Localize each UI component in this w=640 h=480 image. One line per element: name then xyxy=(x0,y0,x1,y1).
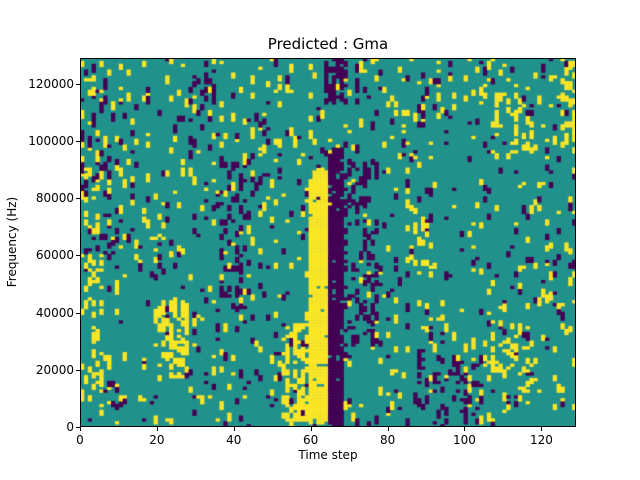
heatmap-canvas xyxy=(80,58,576,427)
y-tick-mark xyxy=(76,427,80,428)
y-tick-mark xyxy=(76,312,80,314)
x-tick-label: 100 xyxy=(453,433,476,447)
y-tick-mark xyxy=(76,369,80,371)
y-tick-label: 100000 xyxy=(28,133,74,148)
y-tick-mark xyxy=(76,83,80,85)
x-tick-label: 20 xyxy=(149,433,165,447)
x-tick-label: 80 xyxy=(379,433,396,447)
x-tick-label: 40 xyxy=(226,433,242,447)
x-tick-mark xyxy=(464,427,466,431)
y-tick-label: 0 xyxy=(66,420,74,434)
y-tick-mark xyxy=(76,198,80,200)
x-axis-label: Time step xyxy=(298,448,358,462)
y-tick-mark xyxy=(76,140,80,142)
y-tick-mark xyxy=(76,255,80,257)
y-tick-label: 80000 xyxy=(35,191,74,206)
x-tick-label: 120 xyxy=(529,433,553,447)
chart-title: Predicted : Gma xyxy=(267,35,389,53)
x-tick-label: 60 xyxy=(303,433,319,447)
y-tick-label: 20000 xyxy=(35,362,74,377)
x-tick-mark xyxy=(387,427,389,431)
x-tick-mark xyxy=(80,427,81,431)
x-tick-mark xyxy=(233,427,235,431)
y-tick-label: 40000 xyxy=(35,305,74,320)
plot-area xyxy=(80,58,576,427)
x-tick-mark xyxy=(310,427,312,431)
x-tick-mark xyxy=(541,427,543,431)
x-tick-mark xyxy=(156,427,158,431)
y-tick-label: 120000 xyxy=(28,76,74,91)
x-tick-label: 0 xyxy=(76,433,84,447)
y-axis-label: Frequency (Hz) xyxy=(5,196,19,288)
y-tick-label: 60000 xyxy=(35,248,74,263)
